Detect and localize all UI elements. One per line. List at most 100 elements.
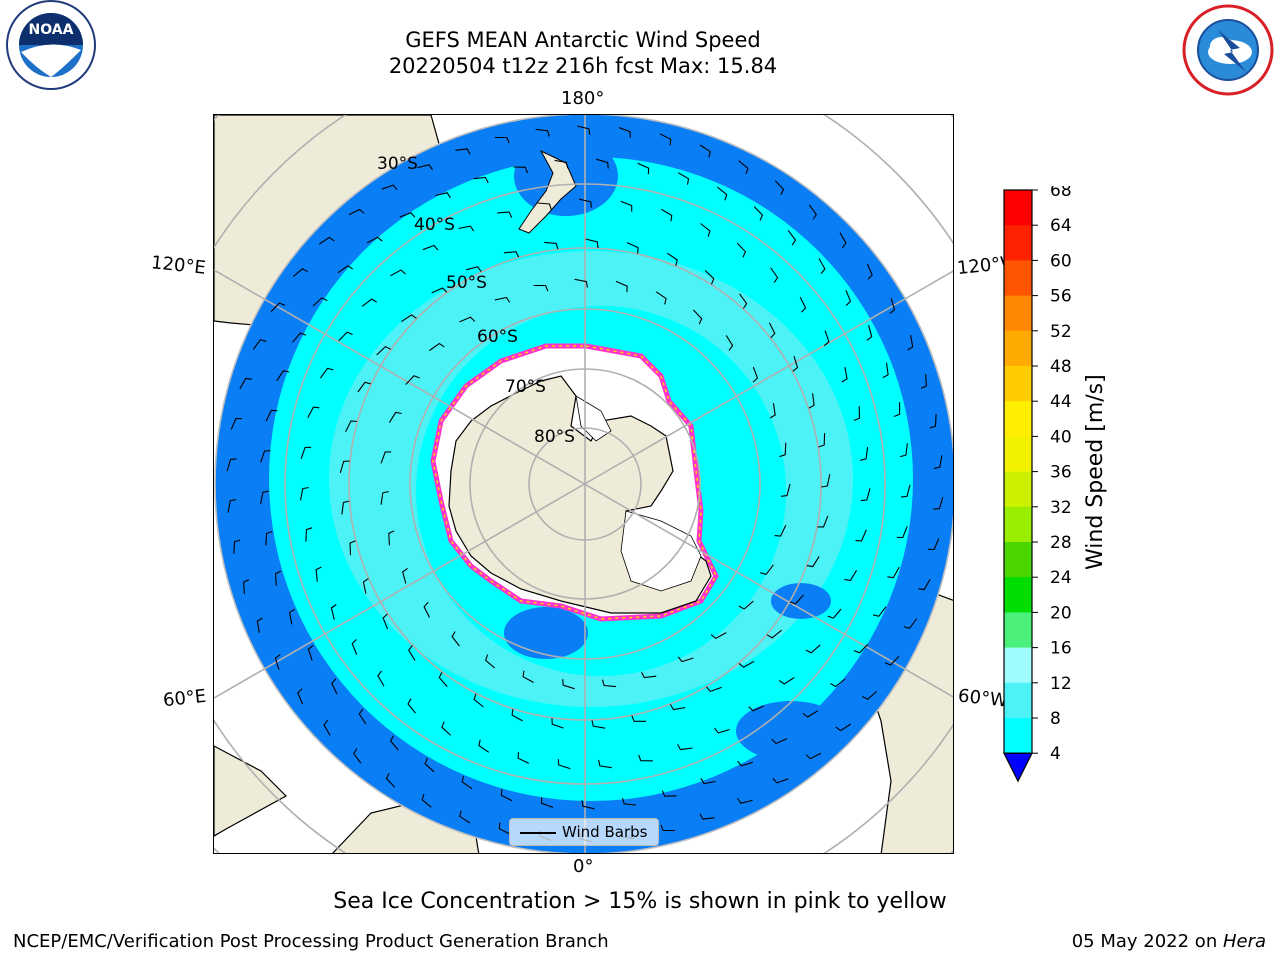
wind-barb	[455, 148, 471, 155]
wind-barb	[677, 744, 693, 751]
wind-barb	[655, 291, 667, 305]
wind-barb	[844, 570, 858, 582]
map-legend: Wind Barbs	[509, 818, 659, 846]
colorbar-segment	[1004, 225, 1032, 261]
wind-barb	[799, 296, 807, 313]
colorbar: 4 8 12 16 20 24 28 32 36 40 44 48 52 56 60 64 68	[1000, 181, 1120, 786]
colorbar-segment	[1004, 401, 1032, 437]
lat-label-70s: 70°S	[505, 377, 546, 397]
lat-label-60s: 60°S	[477, 327, 518, 347]
wind-barb	[860, 446, 869, 461]
legend-label: Wind Barbs	[562, 823, 648, 841]
wind-barb	[330, 604, 337, 620]
wind-barb	[307, 644, 314, 661]
wind-barb	[318, 236, 335, 245]
wind-barb	[260, 450, 271, 463]
colorbar-segment	[1004, 612, 1032, 649]
wind-barb	[299, 486, 309, 501]
wind-barb	[920, 373, 927, 389]
wind-barb	[388, 530, 395, 546]
wind-barb	[738, 660, 755, 668]
wind-barb	[853, 643, 869, 654]
lat-label-50s: 50°S	[446, 273, 487, 293]
wind-barb	[704, 270, 715, 285]
wind-barb	[338, 331, 353, 342]
wind-barb	[265, 530, 273, 546]
wind-barb	[260, 490, 269, 505]
lon-label-lower-left: 60°E	[162, 685, 208, 712]
wind-barb	[578, 198, 593, 208]
wind-barb	[381, 184, 398, 190]
wind-barb	[737, 797, 753, 804]
wind-barb	[230, 417, 242, 430]
wind-barb	[226, 458, 237, 472]
wind-barb	[337, 265, 354, 274]
noaa-logo-text: NOAA	[29, 22, 74, 38]
wind-barb	[380, 490, 389, 505]
wind-barb	[845, 289, 852, 306]
colorbar-segment	[1004, 471, 1032, 508]
wind-barb	[585, 238, 599, 249]
wind-barb	[769, 403, 776, 419]
lon-label-bottom: 0°	[573, 856, 594, 877]
latitude-labels: 30°S 40°S 50°S 60°S 70°S 80°S	[377, 154, 575, 447]
colorbar-tick-label: 44	[1050, 392, 1072, 412]
wind-barb	[323, 719, 331, 736]
wind-barb	[818, 258, 826, 274]
wind-barb	[760, 564, 774, 576]
wind-barb	[768, 322, 776, 339]
wind-barb	[256, 617, 263, 633]
wind-barb	[382, 613, 389, 630]
ross-ice-shelf	[620, 510, 702, 592]
wind-barb	[274, 654, 281, 670]
wind-barb	[431, 287, 448, 294]
wind-barb	[772, 778, 789, 784]
wind-barb	[458, 225, 475, 232]
colorbar-tick-label: 48	[1050, 357, 1072, 377]
wind-barb	[700, 223, 711, 237]
wind-barb	[677, 656, 694, 663]
wind-barb	[357, 381, 371, 393]
wind-barb	[417, 164, 433, 171]
wind-barb	[666, 252, 678, 266]
wind-barb	[737, 760, 753, 767]
wind-barb	[766, 629, 782, 639]
wind-barb	[641, 671, 657, 679]
wind-barb	[839, 232, 847, 249]
wind-barb	[918, 578, 931, 591]
wind-barb	[473, 693, 484, 708]
wind-barb	[827, 608, 842, 619]
wind-barb	[710, 632, 727, 640]
wind-barb	[862, 691, 878, 700]
wind-barb	[739, 293, 748, 309]
wind-barb	[297, 688, 304, 705]
wind-barb	[907, 335, 914, 351]
wind-barb	[345, 420, 358, 432]
wind-barb	[276, 370, 290, 382]
wind-barb	[637, 162, 650, 175]
antarctic-wind-map: 30°S 40°S 50°S 60°S 70°S 80°S	[213, 114, 954, 854]
wind-barb	[789, 594, 804, 605]
wind-barb	[866, 325, 873, 341]
wind-barb	[806, 556, 820, 568]
wind-barb	[494, 136, 510, 144]
wind-barb	[823, 330, 830, 347]
wind-barb	[473, 176, 489, 184]
wind-barb	[408, 645, 416, 661]
wind-barb	[618, 127, 631, 138]
wind-barb	[358, 708, 367, 725]
wind-barb	[498, 822, 511, 835]
wind-barb	[424, 757, 435, 773]
wind-barb	[899, 443, 908, 458]
wind-barb-legend-line	[520, 832, 556, 834]
wind-barb	[380, 451, 392, 464]
wind-barb	[390, 269, 406, 277]
colorbar-segment	[1004, 330, 1032, 367]
wind-barb	[581, 800, 595, 810]
colorbar-segment	[1004, 647, 1032, 684]
wind-barb	[511, 709, 523, 722]
wind-barb	[835, 723, 852, 732]
wind-barb	[884, 655, 900, 666]
wind-barb	[551, 718, 564, 729]
